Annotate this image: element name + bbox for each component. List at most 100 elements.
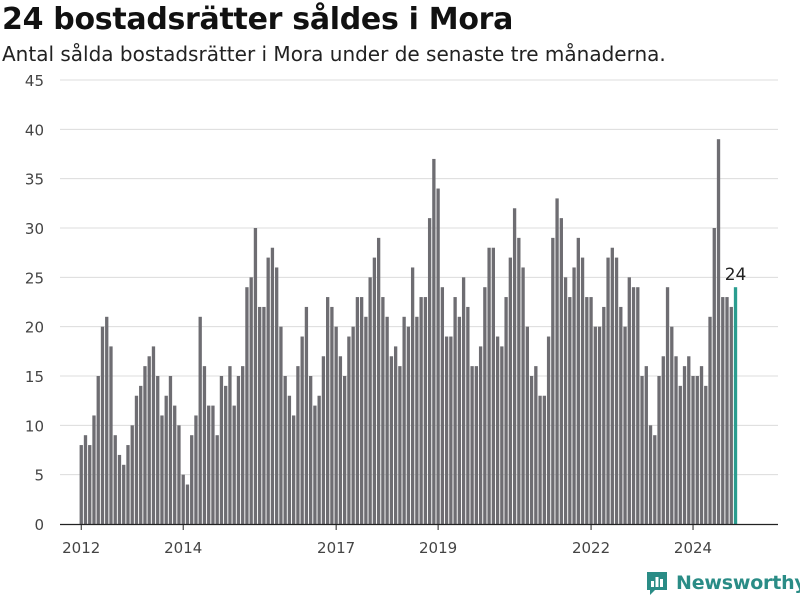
gridlines	[60, 79, 778, 476]
bar	[657, 376, 661, 524]
bar	[83, 435, 88, 524]
bar	[117, 454, 122, 524]
bar	[219, 376, 224, 524]
x-tick-label: 2019	[419, 539, 457, 557]
bar	[466, 306, 470, 524]
bar	[351, 326, 355, 524]
y-tick-label: 25	[25, 269, 44, 287]
bar	[585, 297, 589, 524]
bar	[113, 435, 117, 524]
bar	[398, 366, 402, 524]
bar	[296, 366, 300, 524]
bar	[687, 356, 691, 524]
bar	[623, 326, 627, 524]
bar	[534, 366, 538, 524]
bar	[580, 257, 585, 524]
bar	[504, 297, 508, 524]
bar	[143, 366, 147, 524]
bar	[325, 297, 330, 524]
bar	[342, 376, 347, 524]
bar	[487, 247, 491, 524]
y-axis-tick-labels: 0 5 10 15 20 25 30 35 40 45	[25, 72, 44, 534]
bar	[653, 435, 657, 524]
y-tick-label: 45	[25, 72, 44, 90]
bar	[139, 385, 143, 524]
bar	[538, 395, 542, 524]
bar	[627, 277, 631, 524]
bar	[270, 247, 275, 524]
bar	[525, 326, 529, 524]
bar	[415, 316, 419, 524]
bar	[461, 277, 466, 524]
bar	[563, 277, 568, 524]
bar	[321, 356, 326, 524]
bar	[202, 366, 207, 524]
bar	[181, 474, 185, 524]
bar	[190, 435, 194, 524]
x-tick-label: 2017	[317, 539, 355, 557]
bar	[546, 336, 551, 524]
bar	[304, 306, 309, 524]
bar	[109, 346, 113, 524]
bar	[444, 336, 449, 524]
bar	[381, 297, 385, 524]
bar	[542, 395, 546, 524]
bar	[661, 356, 665, 524]
bar	[614, 257, 619, 524]
bar	[682, 366, 687, 524]
bar	[555, 198, 559, 524]
bar	[262, 306, 266, 524]
bar	[224, 385, 228, 524]
bar	[241, 366, 245, 524]
bar	[156, 376, 160, 524]
bar	[126, 445, 130, 524]
bar	[410, 267, 415, 524]
bar	[185, 484, 190, 524]
bar	[160, 415, 164, 524]
bar	[432, 158, 436, 524]
bar	[334, 326, 338, 524]
bar	[695, 376, 699, 524]
bar	[529, 376, 534, 524]
bar	[173, 405, 177, 524]
bar	[708, 316, 712, 524]
bar	[665, 287, 670, 524]
bar	[716, 139, 721, 524]
bar	[198, 316, 202, 524]
last-value-label: 24	[725, 265, 747, 285]
bar	[164, 395, 168, 524]
bar	[427, 218, 432, 524]
bar	[215, 435, 219, 524]
bar	[258, 306, 262, 524]
x-tick-label: 2024	[674, 539, 712, 557]
bar	[606, 257, 610, 524]
bar	[317, 395, 321, 524]
bar	[602, 306, 606, 524]
bar	[300, 336, 304, 524]
bar	[644, 366, 648, 524]
highlight-bar	[733, 287, 738, 524]
bar	[253, 228, 258, 524]
brand-name: Newsworthy	[676, 572, 800, 594]
bar	[368, 277, 372, 524]
bar	[474, 366, 479, 524]
bar	[130, 425, 134, 524]
bar	[512, 208, 517, 524]
bar	[508, 257, 513, 524]
bar	[678, 385, 682, 524]
bar	[436, 188, 440, 525]
bar	[393, 346, 398, 524]
bar	[704, 385, 708, 524]
bar	[648, 425, 653, 524]
bar	[568, 297, 572, 524]
bar	[470, 366, 474, 524]
bar	[105, 316, 109, 524]
bar	[440, 287, 445, 524]
bar	[232, 405, 236, 524]
bar	[721, 297, 725, 524]
bar	[376, 237, 381, 524]
bar	[207, 405, 211, 524]
bar	[419, 297, 423, 524]
x-tick-label: 2022	[572, 539, 610, 557]
